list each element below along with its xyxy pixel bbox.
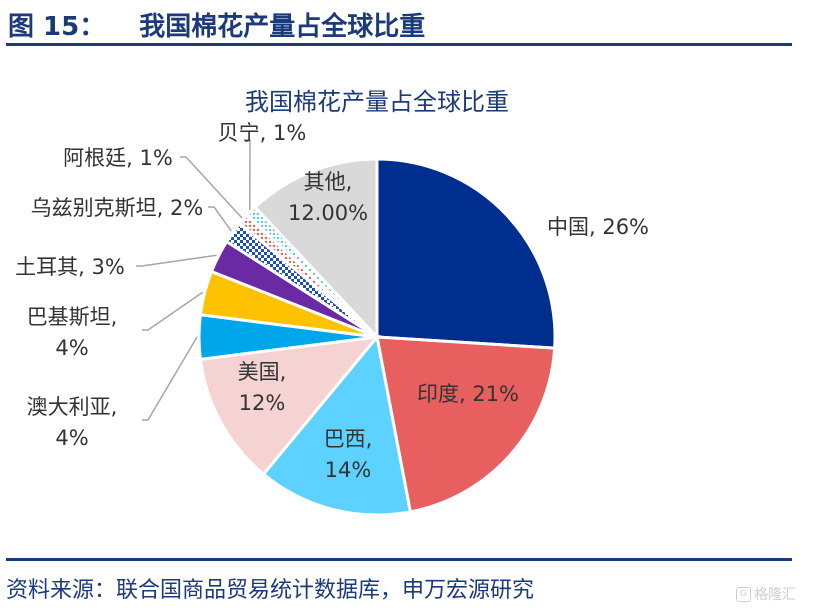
- slice-label-0: 中国, 26%: [547, 215, 649, 239]
- figure-title: 图 15： 我国棉花产量占全球比重: [8, 6, 425, 43]
- leader-line-7: [208, 206, 232, 232]
- figure-header: 图 15： 我国棉花产量占全球比重: [6, 2, 792, 42]
- watermark-text: 格隆汇: [754, 587, 796, 603]
- pie-slice-0: [375, 157, 557, 350]
- slice-label-6: 土耳其, 3%: [15, 255, 125, 279]
- slice-label-5: 巴基斯坦, 4%: [27, 305, 118, 360]
- watermark: G 格隆汇: [736, 584, 796, 604]
- figure-title-text: 我国棉花产量占全球比重: [139, 12, 426, 42]
- pie-slice-3: [198, 335, 381, 477]
- pie-slice-10: [253, 157, 379, 341]
- pie-slice-2: [261, 333, 413, 517]
- footer-rule: [6, 558, 792, 561]
- slice-label-3: 美国, 12%: [238, 360, 287, 415]
- slice-label-8: 阿根廷, 1%: [63, 146, 173, 170]
- slice-label-7: 乌兹别克斯坦, 2%: [31, 196, 204, 220]
- slice-label-4: 澳大利亚, 4%: [27, 395, 118, 450]
- slice-label-9: 贝宁, 1%: [218, 121, 307, 145]
- slice-label-10: 其他, 12.00%: [288, 170, 368, 225]
- watermark-logo-icon: G: [736, 586, 751, 602]
- leader-line-9: [244, 139, 251, 210]
- chart-title: 我国棉花产量占全球比重: [245, 88, 509, 116]
- leader-line-4: [142, 336, 198, 421]
- leader-line-6: [136, 254, 217, 267]
- pie-slice-1: [375, 335, 557, 514]
- figure-number: 图 15：: [8, 12, 106, 42]
- slice-label-2: 巴西, 14%: [324, 427, 373, 482]
- slice-label-1: 印度, 21%: [417, 382, 519, 406]
- leader-line-8: [180, 156, 243, 219]
- source-note: 资料来源：联合国商品贸易统计数据库，申万宏源研究: [6, 578, 535, 603]
- leader-line-5: [142, 291, 204, 331]
- header-rule: [6, 43, 792, 46]
